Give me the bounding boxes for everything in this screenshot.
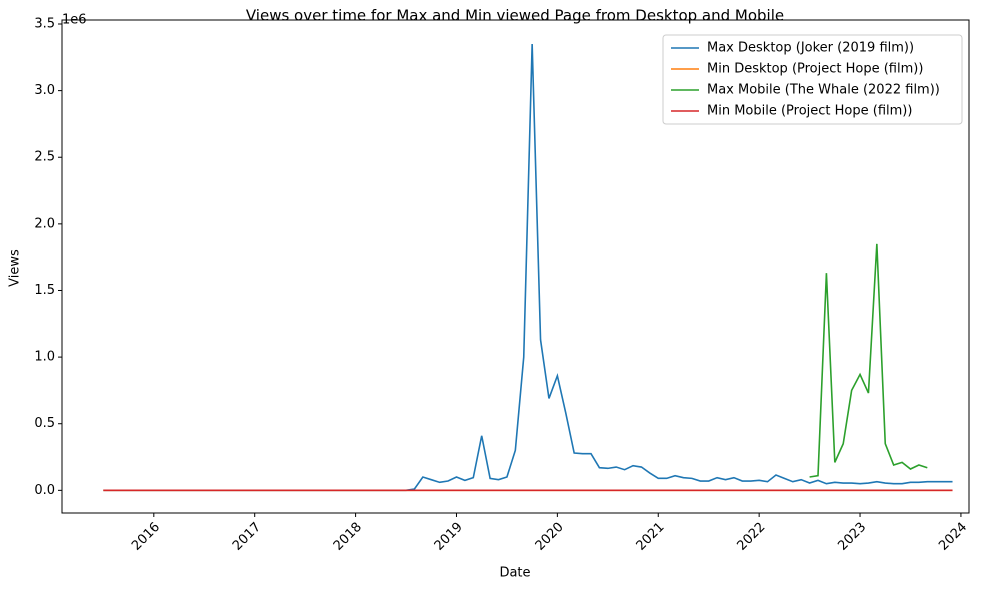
legend-label: Min Mobile (Project Hope (film)) <box>707 104 912 119</box>
y-tick-label: 3.0 <box>34 83 55 98</box>
y-axis-label: Views <box>8 249 23 287</box>
y-tick-label: 0.5 <box>34 416 55 431</box>
series-line <box>809 243 928 478</box>
y-tick-label: 2.5 <box>34 150 55 165</box>
y-tick-label: 2.0 <box>34 216 55 231</box>
y-tick-label: 3.5 <box>34 16 55 31</box>
plot-frame <box>61 19 970 514</box>
y-tick-label: 1.5 <box>34 283 55 298</box>
legend-label: Min Desktop (Project Hope (film)) <box>707 62 923 77</box>
chart-title: Views over time for Max and Min viewed P… <box>246 7 784 25</box>
x-axis-label: Date <box>499 566 530 581</box>
y-tick-label: 0.0 <box>34 483 55 498</box>
y-tick-label: 1.0 <box>34 350 55 365</box>
legend-box <box>662 34 963 125</box>
legend-label: Max Desktop (Joker (2019 film)) <box>707 41 914 56</box>
legend-label: Max Mobile (The Whale (2022 film)) <box>707 83 940 98</box>
